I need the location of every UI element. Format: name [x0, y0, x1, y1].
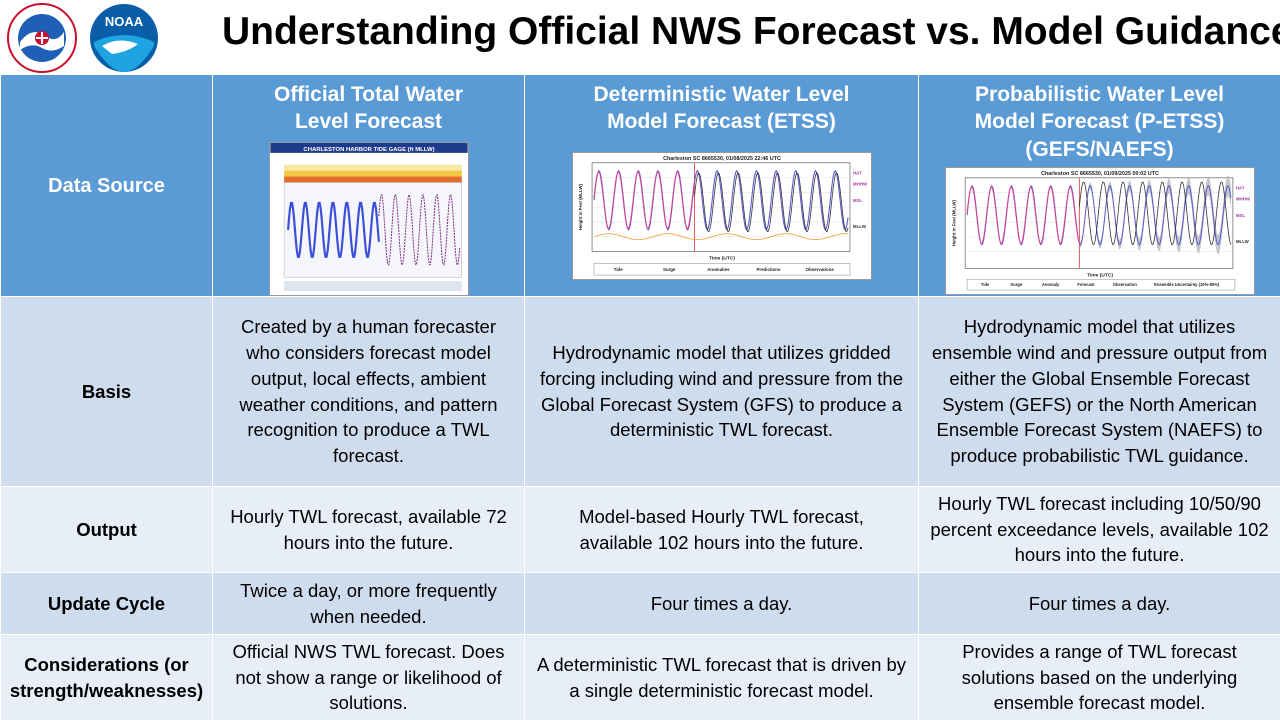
petss-ylabel: Height in Feet (MLLW): [951, 199, 956, 246]
etss-legend-surge: Surge: [662, 267, 675, 272]
petss-level-mhhw: MHHW: [1235, 196, 1250, 201]
petss-legend-surge: Surge: [1010, 282, 1022, 287]
etss-level-mllw: MLLW: [852, 223, 866, 228]
etss-level-mhhw: MHHW: [852, 181, 867, 186]
row-label-basis: Basis: [0, 296, 213, 487]
table-header-row: Data Source Official Total Water Level F…: [0, 74, 1280, 297]
column-header-petss: Probabilistic Water Level Model Forecast…: [918, 74, 1280, 297]
table-row-output: Output Hourly TWL forecast, available 72…: [0, 486, 1280, 573]
column-title-official: Official Total Water Level Forecast: [273, 83, 464, 134]
column-title-petss: Probabilistic Water Level Model Forecast…: [974, 83, 1225, 161]
petss-xlabel: Time (UTC): [1086, 272, 1112, 278]
cell-update-official: Twice a day, or more frequently when nee…: [212, 572, 525, 635]
etss-legend-observations: Observations: [805, 267, 834, 272]
column-header-official: Official Total Water Level Forecast CHAR…: [212, 74, 525, 297]
noaa-logo-icon: NOAA: [90, 4, 158, 72]
row-label-output: Output: [0, 486, 213, 573]
column-title-etss: Deterministic Water Level Model Forecast…: [593, 83, 850, 134]
slide-header: NOAA Understanding Official NWS Forecast…: [0, 0, 1280, 74]
petss-thumb-title: Charleston SC 8665530, 01/09/2025 00:02 …: [1041, 171, 1159, 177]
cell-update-petss: Four times a day.: [918, 572, 1280, 635]
table-row-considerations: Considerations (or strength/weaknesses) …: [0, 634, 1280, 720]
etss-level-hat: HAT: [852, 170, 861, 175]
page-title: Understanding Official NWS Forecast vs. …: [222, 10, 1280, 53]
cell-output-etss: Model-based Hourly TWL forecast, availab…: [524, 486, 919, 573]
cell-considerations-petss: Provides a range of TWL forecast solutio…: [918, 634, 1280, 720]
etss-legend-predictions: Predictions: [756, 267, 781, 272]
petss-legend-observation: Observation: [1112, 282, 1137, 287]
row-label-update-cycle: Update Cycle: [0, 572, 213, 635]
etss-ylabel: Height in Feet (MLLW): [578, 183, 583, 230]
column-header-etss: Deterministic Water Level Model Forecast…: [524, 74, 919, 297]
cell-considerations-etss: A deterministic TWL forecast that is dri…: [524, 634, 919, 720]
row-label-data-source: Data Source: [0, 74, 213, 297]
official-forecast-chart-thumbnail: CHARLESTON HARBOR TIDE GAGE (ft MLLW): [268, 141, 469, 296]
noaa-logo-text: NOAA: [105, 14, 144, 29]
cell-basis-etss: Hydrodynamic model that utilizes gridded…: [524, 296, 919, 487]
nws-logo-icon: [7, 3, 77, 73]
etss-thumb-title: Charleston SC 8665530, 01/08/2025 22:46 …: [663, 155, 781, 161]
petss-level-mllw: MLLW: [1235, 239, 1249, 244]
cell-update-etss: Four times a day.: [524, 572, 919, 635]
petss-chart-thumbnail: Charleston SC 8665530, 01/09/2025 00:02 …: [944, 166, 1255, 295]
row-label-considerations: Considerations (or strength/weaknesses): [0, 634, 213, 720]
petss-level-hat: HAT: [1235, 186, 1244, 191]
etss-legend-tide: Tide: [613, 267, 623, 272]
petss-level-msl: MSL: [1235, 213, 1245, 218]
cell-output-official: Hourly TWL forecast, available 72 hours …: [212, 486, 525, 573]
table-row-update-cycle: Update Cycle Twice a day, or more freque…: [0, 572, 1280, 635]
petss-legend-anomaly: Anomaly: [1041, 282, 1059, 287]
etss-legend-anomalies: Anomalies: [707, 267, 730, 272]
etss-level-msl: MSL: [852, 198, 862, 203]
cell-considerations-official: Official NWS TWL forecast. Does not show…: [212, 634, 525, 720]
table-row-basis: Basis Created by a human forecaster who …: [0, 296, 1280, 487]
petss-legend-forecast: Forecast: [1077, 282, 1095, 287]
petss-legend-tide: Tide: [980, 282, 989, 287]
cell-basis-petss: Hydrodynamic model that utilizes ensembl…: [918, 296, 1280, 487]
official-thumb-title: CHARLESTON HARBOR TIDE GAGE (ft MLLW): [303, 146, 434, 152]
etss-chart-thumbnail: Charleston SC 8665530, 01/08/2025 22:46 …: [571, 151, 872, 280]
comparison-table: Data Source Official Total Water Level F…: [0, 74, 1280, 720]
cell-output-petss: Hourly TWL forecast including 10/50/90 p…: [918, 486, 1280, 573]
petss-legend-uncertainty: Ensemble Uncertainty (10%-90%): [1154, 282, 1220, 287]
cell-basis-official: Created by a human forecaster who consid…: [212, 296, 525, 487]
etss-xlabel: Time (UTC): [708, 255, 734, 261]
